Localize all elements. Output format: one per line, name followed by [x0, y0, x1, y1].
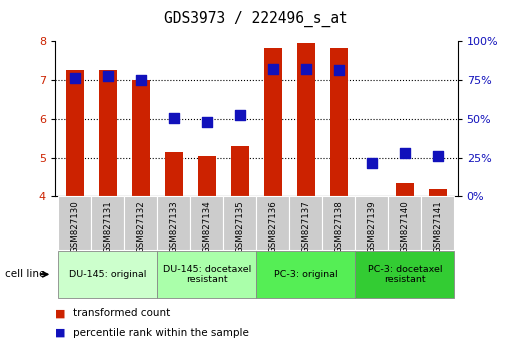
Bar — [322, 196, 355, 250]
Bar — [355, 251, 454, 298]
Bar — [388, 196, 422, 250]
Text: percentile rank within the sample: percentile rank within the sample — [73, 328, 249, 338]
Text: GSM827132: GSM827132 — [136, 201, 145, 253]
Text: GSM827140: GSM827140 — [400, 201, 410, 253]
Point — [302, 66, 310, 72]
Point — [202, 119, 211, 125]
Point — [335, 67, 343, 73]
Text: GSM827138: GSM827138 — [334, 201, 343, 253]
Bar — [190, 196, 223, 250]
Bar — [289, 196, 322, 250]
Bar — [264, 48, 282, 196]
Text: PC-3: original: PC-3: original — [274, 270, 337, 279]
Bar — [329, 48, 348, 196]
Text: GSM827134: GSM827134 — [202, 201, 211, 253]
Bar — [223, 196, 256, 250]
Text: GSM827133: GSM827133 — [169, 201, 178, 253]
Bar — [198, 156, 216, 196]
Point — [235, 112, 244, 118]
Text: PC-3: docetaxel
resistant: PC-3: docetaxel resistant — [368, 265, 442, 284]
Text: GSM827137: GSM827137 — [301, 201, 310, 253]
Text: ■: ■ — [55, 328, 65, 338]
Text: GSM827131: GSM827131 — [103, 201, 112, 253]
Point — [104, 73, 112, 79]
Bar — [256, 196, 289, 250]
Point — [137, 77, 145, 82]
Point — [368, 161, 376, 166]
Bar — [157, 196, 190, 250]
Text: cell line: cell line — [5, 269, 46, 279]
Text: transformed count: transformed count — [73, 308, 170, 318]
Bar — [66, 70, 84, 196]
Bar — [124, 196, 157, 250]
Bar — [256, 251, 355, 298]
Text: GDS3973 / 222496_s_at: GDS3973 / 222496_s_at — [164, 11, 348, 27]
Text: GSM827141: GSM827141 — [434, 201, 442, 253]
Text: GSM827139: GSM827139 — [367, 201, 377, 253]
Bar — [429, 189, 447, 196]
Bar — [157, 251, 256, 298]
Text: GSM827136: GSM827136 — [268, 201, 277, 253]
Bar — [355, 196, 388, 250]
Point — [169, 115, 178, 121]
Point — [269, 66, 277, 72]
Bar — [297, 42, 315, 196]
Bar — [396, 183, 414, 196]
Bar — [58, 196, 91, 250]
Bar — [132, 80, 150, 196]
Point — [401, 150, 409, 156]
Text: DU-145: original: DU-145: original — [69, 270, 146, 279]
Point — [434, 153, 442, 159]
Text: GSM827130: GSM827130 — [70, 201, 79, 253]
Bar — [231, 146, 249, 196]
Text: ■: ■ — [55, 308, 65, 318]
Bar — [99, 70, 117, 196]
Text: GSM827135: GSM827135 — [235, 201, 244, 253]
Bar — [165, 152, 183, 196]
Bar — [91, 196, 124, 250]
Text: DU-145: docetaxel
resistant: DU-145: docetaxel resistant — [163, 265, 251, 284]
Bar — [422, 196, 454, 250]
Bar — [58, 251, 157, 298]
Point — [71, 75, 79, 80]
